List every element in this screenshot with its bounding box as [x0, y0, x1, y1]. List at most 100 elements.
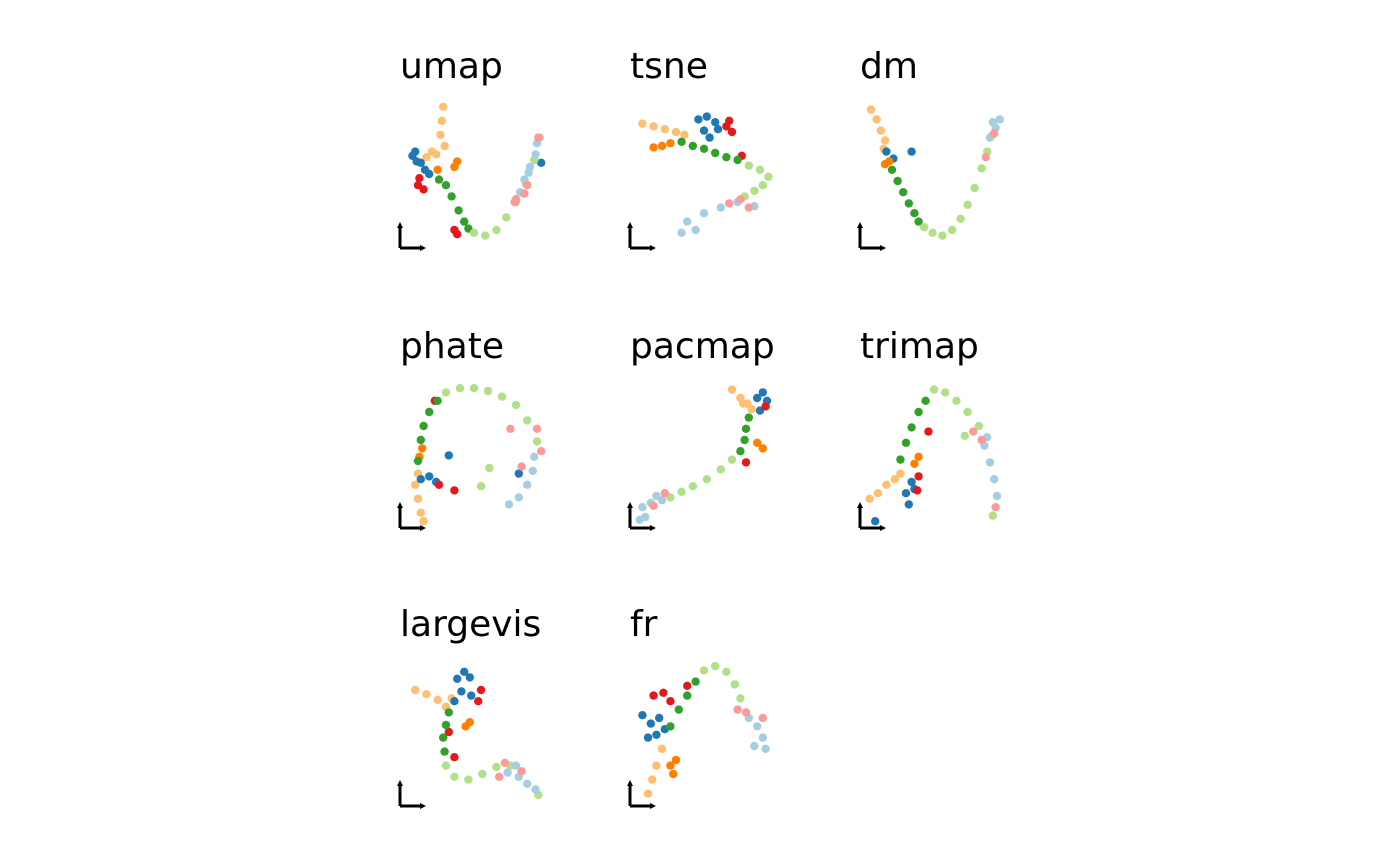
scatter-point [753, 393, 762, 403]
scatter-point [674, 705, 683, 714]
scatter-point [415, 174, 424, 183]
scatter-point [440, 747, 449, 756]
scatter-point [436, 130, 445, 139]
scatter-point [511, 761, 521, 770]
scatter-point [938, 231, 947, 240]
scatter-point [699, 126, 709, 135]
scatter-point [677, 487, 686, 496]
scatter-point [876, 126, 885, 135]
axis-indicator [857, 502, 886, 531]
scatter-point [740, 435, 749, 445]
scatter-point [434, 480, 444, 489]
scatter-point [413, 494, 423, 503]
scatter-point [433, 165, 442, 174]
scatter-point [727, 385, 737, 394]
scatter-point [528, 466, 537, 475]
scatter-point [744, 413, 753, 422]
y-arrowhead [397, 502, 403, 508]
scatter-point [725, 199, 734, 208]
scatter-point [669, 769, 678, 779]
scatter-point [439, 102, 448, 112]
scatter-points [638, 662, 770, 798]
scatter-point [652, 730, 661, 739]
scatter-point [914, 452, 923, 461]
scatter-point [890, 475, 899, 484]
scatter-point [736, 195, 745, 204]
scatter-point [865, 494, 874, 503]
panel-fr: fr [627, 604, 770, 809]
scatter-point [511, 400, 521, 410]
scatter-point [433, 695, 442, 704]
scatter-point [758, 181, 767, 190]
y-arrowhead [627, 502, 633, 508]
scatter-point [453, 674, 462, 683]
x-arrowhead [420, 245, 426, 251]
scatter-point [882, 147, 891, 156]
scatter-point [758, 713, 767, 723]
scatter-point [893, 176, 902, 186]
scatter-point [924, 427, 933, 436]
scatter-point [699, 209, 709, 218]
scatter-point [638, 711, 647, 720]
scatter-point [659, 688, 668, 697]
scatter-point [896, 469, 905, 478]
scatter-point [753, 438, 762, 447]
scatter-point [702, 475, 711, 484]
scatter-point [537, 158, 546, 167]
scatter-point [537, 447, 546, 456]
scatter-point [444, 727, 453, 737]
panel-title: trimap [860, 326, 979, 367]
scatter-point [910, 209, 919, 218]
scatter-point [899, 188, 908, 197]
scatter-point [727, 455, 737, 464]
scatter-point [736, 694, 745, 703]
scatter-point [523, 181, 532, 190]
scatter-point [977, 435, 986, 445]
scatter-point [635, 515, 644, 524]
panel-phate: phate [397, 326, 546, 531]
x-arrowhead [880, 525, 886, 531]
scatter-point [666, 761, 675, 770]
scatter-point [532, 437, 542, 446]
scatter-point [991, 503, 1000, 512]
scatter-point [921, 396, 930, 405]
scatter-point [671, 127, 681, 137]
scatter-point [901, 489, 911, 498]
scatter-point [416, 435, 425, 445]
scatter-point [437, 116, 446, 126]
scatter-point [503, 768, 512, 777]
scatter-point [467, 691, 476, 700]
scatter-point [866, 105, 876, 114]
scatter-point [457, 687, 466, 696]
scatter-point [419, 185, 428, 194]
scatter-point [510, 197, 519, 207]
scatter-point [497, 392, 507, 401]
scatter-points [411, 667, 543, 800]
scatter-point [683, 681, 692, 690]
scatter-point [688, 482, 697, 491]
scatter-point [425, 169, 434, 179]
scatter-point [716, 203, 725, 212]
scatter-point [514, 493, 523, 502]
scatter-point [660, 489, 669, 498]
panel-title: tsne [630, 46, 708, 87]
scatter-point [985, 458, 995, 467]
scatter-point [412, 157, 421, 166]
scatter-point [476, 685, 486, 695]
scatter-point [920, 223, 929, 232]
x-arrowhead [420, 803, 426, 809]
scatter-point [716, 465, 725, 474]
scatter-point [907, 477, 916, 487]
scatter-point [990, 475, 999, 484]
scatter-point [411, 685, 420, 695]
scatter-point [523, 779, 532, 788]
scatter-point [761, 744, 770, 753]
panel-trimap: trimap [857, 326, 1002, 531]
scatter-point [702, 112, 711, 121]
axis-indicator [627, 780, 656, 809]
scatter-point [725, 116, 734, 126]
scatter-point [478, 769, 487, 779]
scatter-point [691, 225, 700, 235]
scatter-point [441, 388, 451, 397]
scatter-point [520, 189, 529, 198]
